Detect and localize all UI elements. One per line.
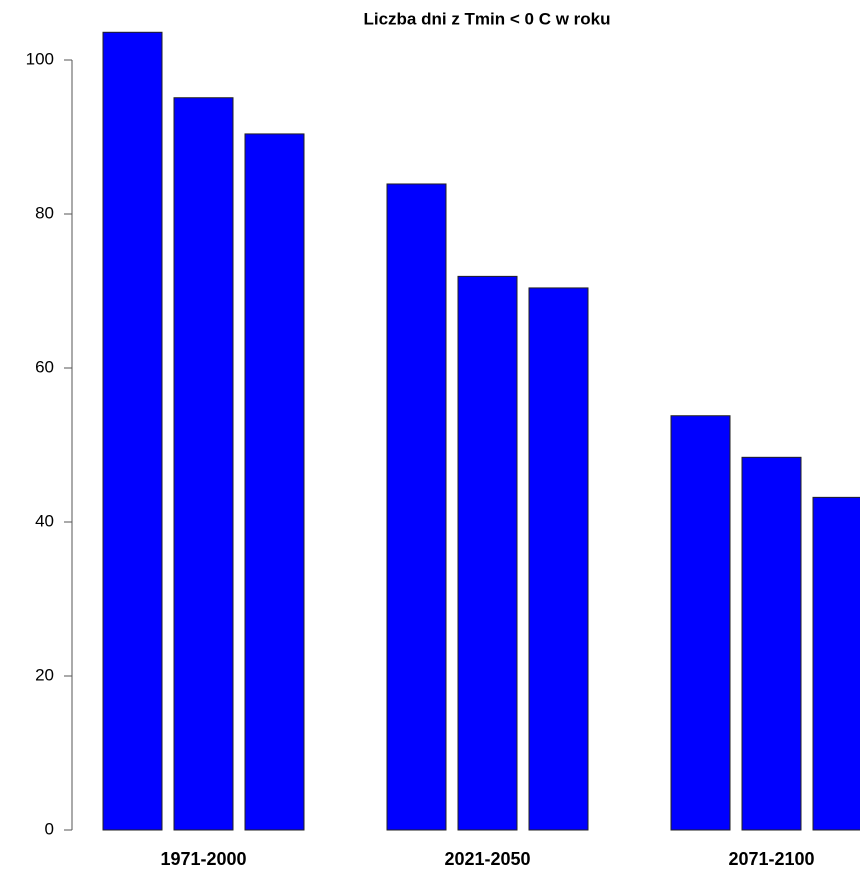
bar [670,415,731,831]
bar [741,456,802,831]
x-tick-label: 1971-2000 [160,849,246,869]
y-tick-label: 80 [35,203,54,222]
y-tick-label: 40 [35,511,54,530]
bar [102,31,163,831]
x-tick-label: 2071-2100 [728,849,814,869]
bar [173,97,234,831]
chart-title: Liczba dni z Tmin < 0 C w roku [363,9,610,28]
bar [528,287,589,831]
y-tick-label: 20 [35,665,54,684]
bar [386,183,447,831]
bar [812,496,860,831]
x-tick-label: 2021-2050 [444,849,530,869]
y-tick-label: 0 [45,819,54,838]
y-tick-label: 100 [26,49,54,68]
bar [244,133,305,831]
y-tick-label: 60 [35,357,54,376]
bar [457,275,518,831]
